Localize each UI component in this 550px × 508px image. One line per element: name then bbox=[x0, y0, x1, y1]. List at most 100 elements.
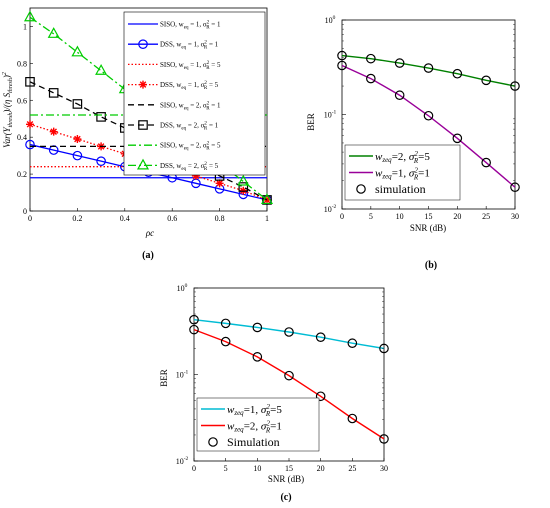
data-point-c-9 bbox=[252, 352, 263, 362]
series-group-c bbox=[189, 314, 389, 444]
y-tick-label-a: 0.2 bbox=[17, 170, 27, 179]
data-point-a-7-1 bbox=[47, 27, 60, 38]
legend-entries-a: SISO, weq = 1, σ2 R = 1 DSS, weq = 1, σ2 R … bbox=[128, 21, 221, 172]
y-tick-label-c: 100 bbox=[177, 283, 188, 293]
x-tick-label-c: 10 bbox=[253, 464, 261, 473]
y-axis-label-b: BER bbox=[306, 113, 316, 131]
data-point-a-5-9 bbox=[238, 182, 249, 192]
series-line-c-1 bbox=[193, 328, 385, 440]
legend-marker-a-7 bbox=[136, 158, 150, 170]
legend-a: SISO, weq = 1, σ2 R = 1 DSS, weq = 1, σ2 R … bbox=[123, 11, 266, 176]
x-tick-label-a: 0.8 bbox=[215, 214, 225, 223]
y-tick-label-a: 0 bbox=[23, 207, 27, 216]
x-tick-label-c: 30 bbox=[380, 464, 388, 473]
data-point-c-5 bbox=[347, 338, 358, 349]
y-axis-label-c: BER bbox=[159, 369, 169, 387]
x-tick-label-a: 0.6 bbox=[167, 214, 177, 223]
data-point-b-6 bbox=[510, 81, 520, 91]
data-point-b-1 bbox=[366, 53, 376, 64]
legend-marker-a-3 bbox=[139, 80, 147, 89]
data-point-a-7-0 bbox=[23, 10, 37, 22]
data-point-a-5-2 bbox=[72, 99, 83, 109]
data-point-c-2 bbox=[252, 322, 263, 333]
x-ticks-c: 0 5 10 15 20 25 30 bbox=[192, 458, 388, 473]
data-point-c-11 bbox=[315, 391, 326, 402]
x-tick-label-b: 25 bbox=[482, 212, 490, 221]
data-point-b-12 bbox=[481, 157, 491, 168]
x-tick-label-b: 0 bbox=[340, 212, 344, 221]
data-point-b-5 bbox=[481, 75, 491, 86]
legend-label-a-7: DSS, weq = 2, σ2 R = 5 bbox=[160, 162, 219, 172]
legend-label-a-3: DSS, weq = 1, σ2 R = 5 bbox=[160, 81, 219, 91]
x-tick-label-c: 25 bbox=[348, 464, 356, 473]
legend-marker-a-5 bbox=[138, 120, 148, 130]
legend-box-a bbox=[123, 11, 266, 176]
data-point-a-1-0 bbox=[25, 139, 35, 150]
data-point-b-3 bbox=[423, 63, 434, 73]
data-point-a-3-7 bbox=[191, 171, 200, 180]
legend-label-a-2: SISO, weq = 1, σ2 R = 5 bbox=[160, 61, 221, 71]
data-point-a-5-10 bbox=[262, 195, 272, 205]
data-point-b-13 bbox=[510, 182, 520, 193]
panel-label-c: (c) bbox=[280, 492, 291, 503]
data-point-a-3-8 bbox=[215, 179, 224, 188]
x-tick-label-c: 20 bbox=[317, 464, 325, 473]
data-point-b-8 bbox=[366, 73, 376, 84]
x-ticks-a: 0 0.2 0.4 0.6 0.8 1 bbox=[28, 208, 269, 223]
legend-label-c-1: wzeq=2, σ2 R=1 bbox=[227, 420, 282, 435]
panel-c: 0 5 10 15 20 25 30 10-2 10-1 100 BER SNR (dB) (c… bbox=[159, 283, 389, 503]
data-point-a-5-0 bbox=[25, 77, 35, 87]
legend-label-b-sim: simulation bbox=[375, 182, 426, 196]
data-point-b-0 bbox=[337, 50, 347, 61]
data-point-a-1-2 bbox=[72, 150, 83, 161]
x-tick-label-b: 30 bbox=[511, 212, 519, 221]
y-tick-label-c: 10-2 bbox=[176, 456, 189, 466]
y-tick-label-a: 0.6 bbox=[17, 96, 27, 105]
data-point-b-7 bbox=[337, 60, 347, 71]
legend-label-a-4: SISO, weq = 2, σ2 R = 1 bbox=[160, 101, 221, 111]
data-point-c-4 bbox=[315, 332, 326, 342]
data-point-b-9 bbox=[394, 90, 405, 101]
x-tick-label-a: 0.2 bbox=[72, 214, 82, 223]
data-point-b-10 bbox=[423, 110, 434, 121]
x-tick-label-b: 15 bbox=[425, 212, 433, 221]
data-point-c-3 bbox=[284, 327, 294, 337]
x-tick-label-b: 20 bbox=[453, 212, 461, 221]
series-group-b bbox=[337, 50, 520, 193]
data-point-a-3-0 bbox=[26, 120, 34, 129]
x-tick-label-a: 0.4 bbox=[120, 214, 130, 223]
data-point-c-12 bbox=[347, 413, 358, 424]
panel-label-b: (b) bbox=[425, 260, 437, 271]
legend-marker-a-1 bbox=[138, 39, 148, 49]
data-point-a-7-3 bbox=[95, 64, 108, 75]
legend-label-a-6: SISO, weq = 2, σ2 R = 5 bbox=[160, 142, 221, 152]
y-ticks-a: 0 0.2 0.4 0.6 0.8 1 bbox=[17, 22, 33, 216]
x-tick-label-a: 0 bbox=[28, 214, 32, 223]
y-tick-label-a: 1 bbox=[23, 22, 27, 31]
data-point-c-13 bbox=[379, 434, 389, 444]
series-line-b-0 bbox=[341, 54, 516, 87]
legend-label-c-0: wzeq=1, σ2 R=5 bbox=[227, 403, 282, 418]
panel-b: 0 5 10 15 20 25 30 10-2 10-1 100 BER SNR (dB) (b… bbox=[306, 15, 520, 271]
data-point-b-2 bbox=[394, 58, 405, 68]
x-tick-label-b: 5 bbox=[369, 212, 373, 221]
data-point-a-7-2 bbox=[71, 45, 84, 57]
data-point-c-10 bbox=[284, 370, 294, 381]
y-tick-label-c: 10-1 bbox=[176, 370, 189, 380]
data-point-b-4 bbox=[452, 68, 463, 79]
x-axis-label-c: SNR (dB) bbox=[268, 474, 304, 484]
data-point-c-0 bbox=[189, 314, 199, 325]
y-axis-label-a: Var(Ythresh)/(η Sthresh)2 bbox=[2, 72, 14, 148]
data-point-a-5-1 bbox=[48, 88, 59, 98]
data-point-a-7-9 bbox=[237, 174, 250, 186]
x-tick-label-a: 1 bbox=[265, 214, 269, 223]
legend-label-a-0: SISO, weq = 1, σ2 R = 1 bbox=[160, 21, 221, 31]
data-point-a-5-3 bbox=[96, 112, 106, 122]
data-point-b-11 bbox=[452, 133, 463, 144]
y-ticks-c: 10-2 10-1 100 bbox=[176, 283, 384, 466]
x-tick-label-c: 5 bbox=[224, 464, 228, 473]
